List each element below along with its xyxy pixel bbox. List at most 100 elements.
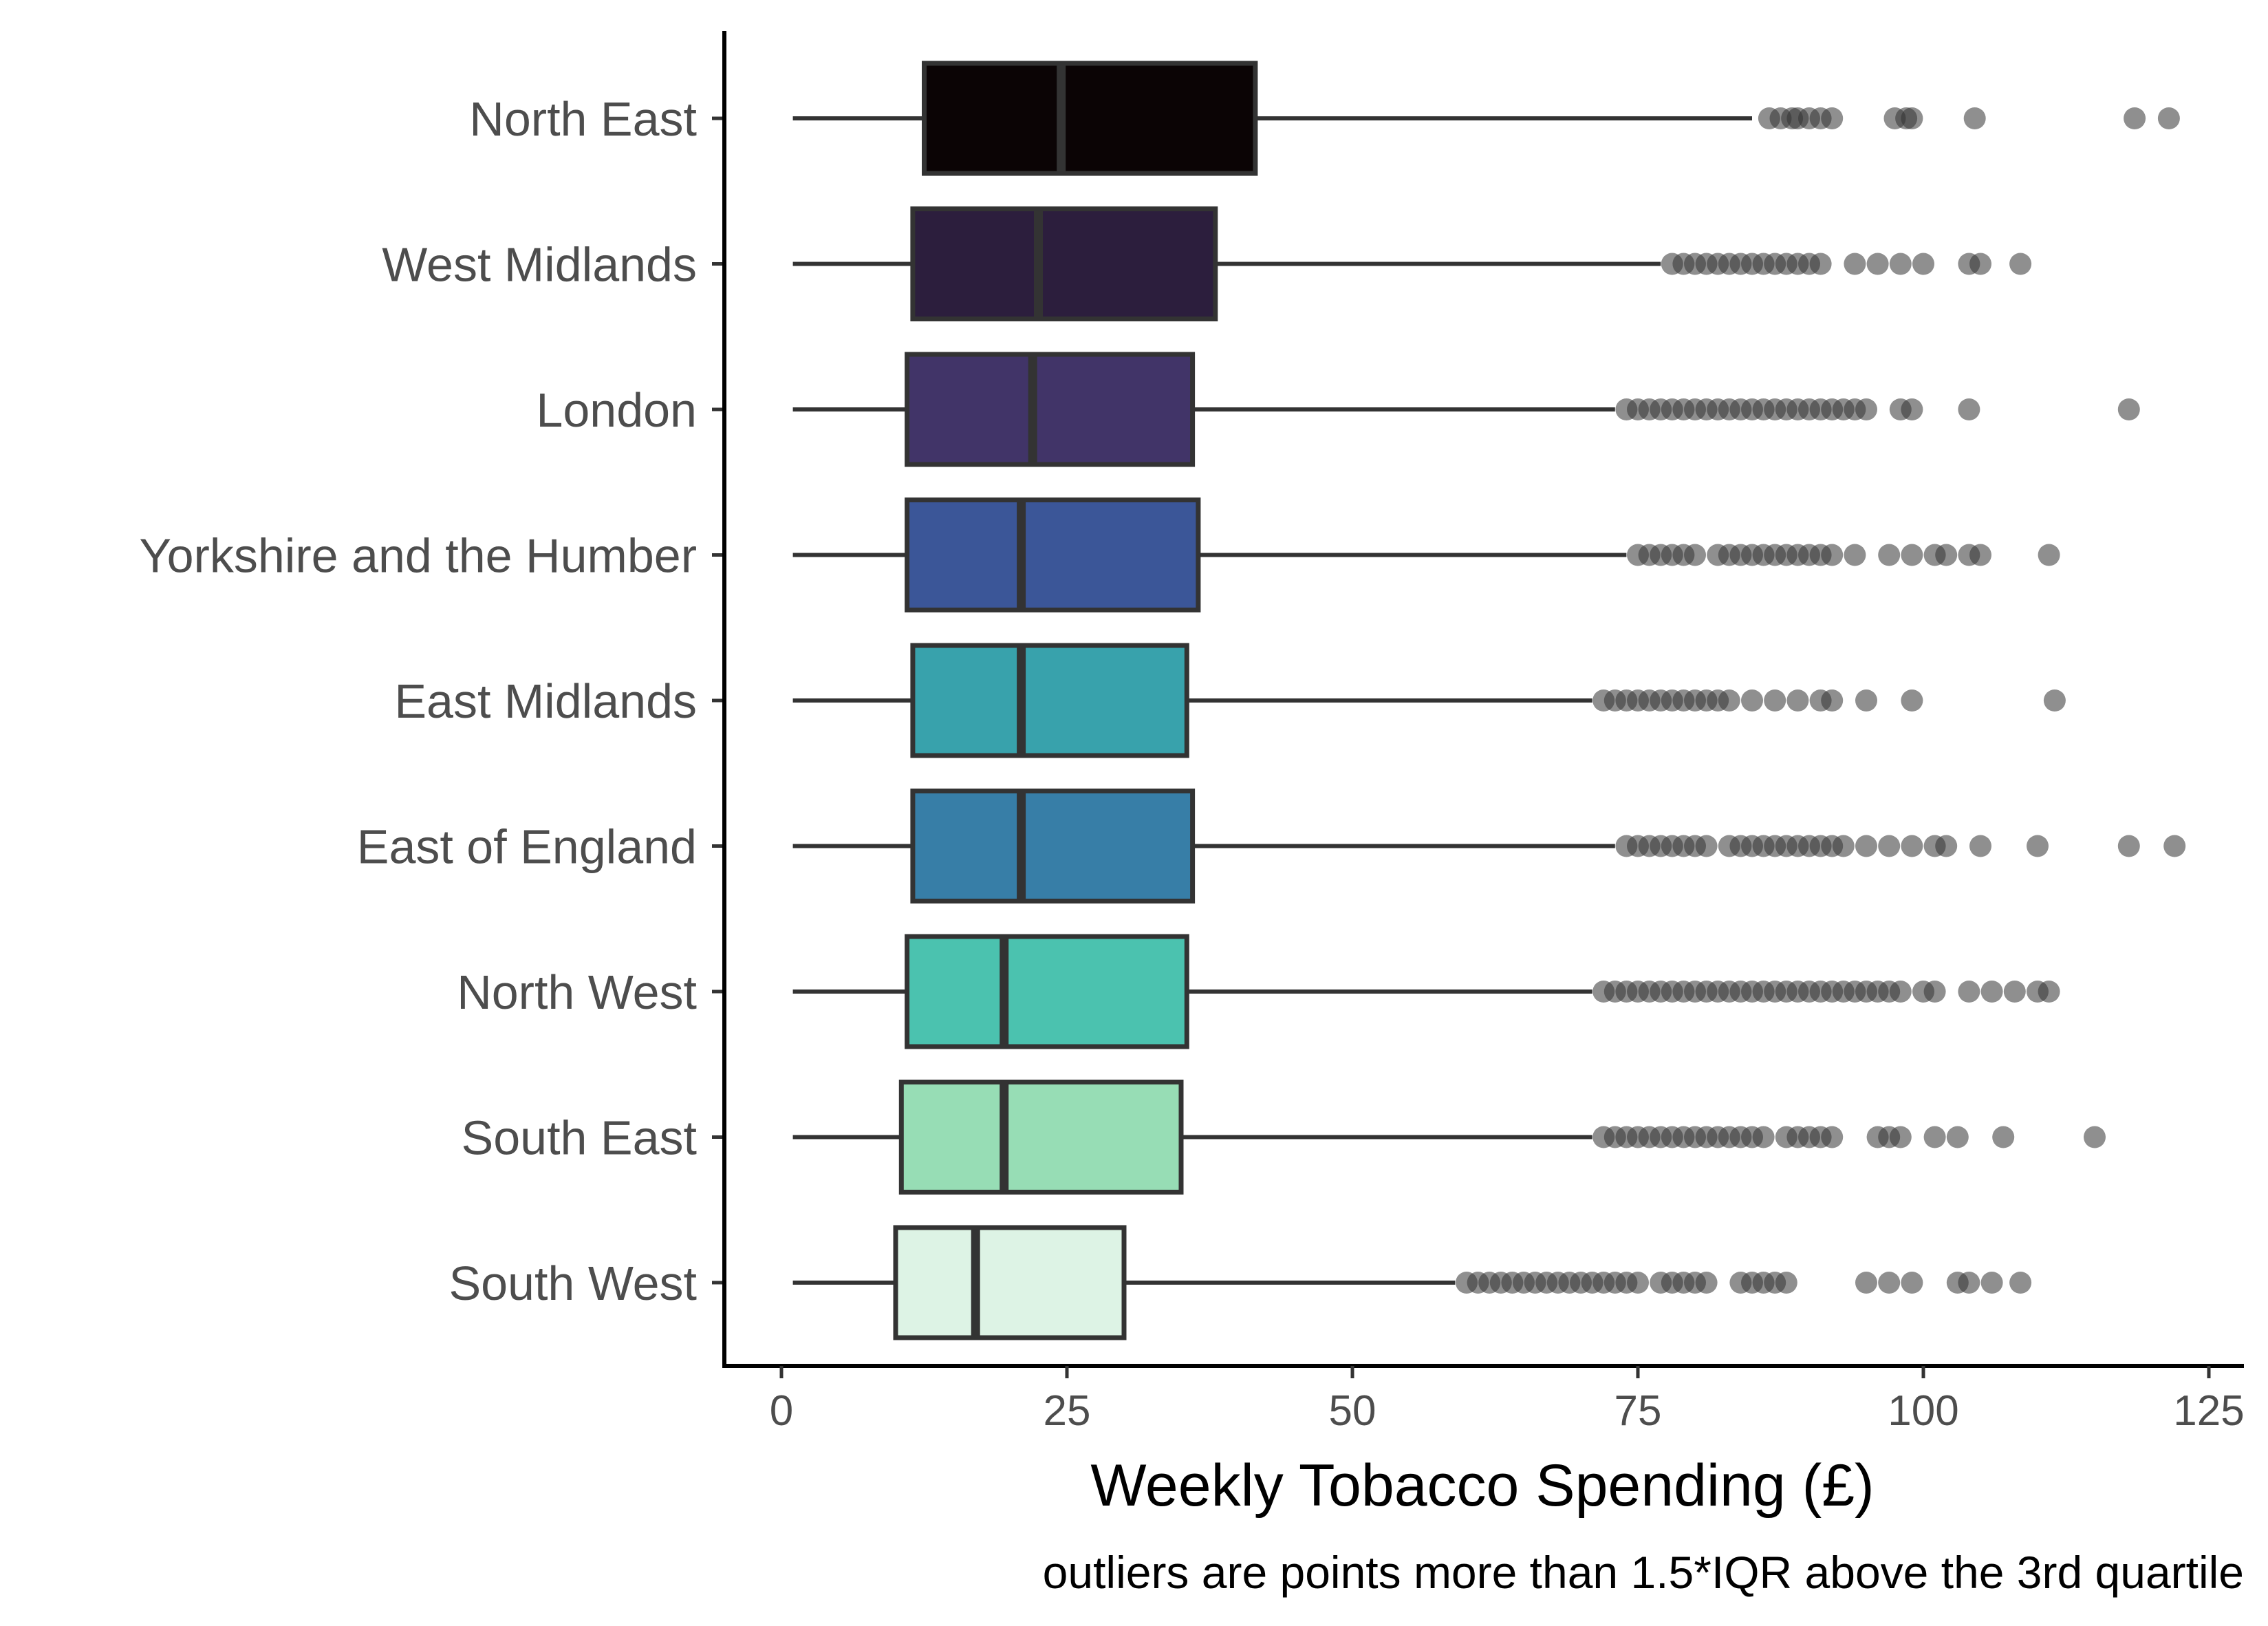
y-tick-label: West Midlands [382, 238, 697, 292]
y-tick-label: South East [462, 1111, 697, 1165]
outlier-point [1844, 544, 1866, 566]
iqr-box [893, 1225, 1127, 1340]
outlier-point [1866, 253, 1889, 275]
y-tick-label: North West [457, 965, 697, 1019]
y-tick-label: North East [469, 92, 697, 146]
outlier-point [1878, 1272, 1901, 1294]
box-east-of-england [792, 789, 1615, 903]
outlier-point [1889, 981, 1912, 1003]
outlier-point [1923, 1126, 1946, 1148]
outlier-point [1809, 253, 1832, 275]
outlier-point [1992, 1126, 2015, 1148]
iqr-box [910, 789, 1196, 903]
outlier-point [1764, 689, 1786, 712]
x-tick-label: 125 [2173, 1387, 2244, 1435]
box-north-west [792, 934, 1592, 1049]
outlier-point [1901, 1272, 1923, 1294]
box-north-east [792, 61, 1752, 176]
outlier-point [1832, 835, 1855, 857]
iqr-box [905, 934, 1189, 1049]
iqr-box [922, 61, 1258, 176]
outlier-point [2157, 107, 2180, 129]
y-tick-label: East Midlands [394, 674, 697, 728]
outlier-point [2117, 835, 2140, 857]
outlier-point [1695, 1272, 1718, 1294]
outlier-point [1889, 1126, 1912, 1148]
outlier-point [1901, 689, 1923, 712]
outlier-point [1855, 1272, 1877, 1294]
box-east-midlands [792, 643, 1592, 758]
x-tick-label: 50 [1329, 1387, 1376, 1435]
outlier-point [1821, 544, 1844, 566]
outlier-point [1935, 544, 1958, 566]
outlier-point [2124, 107, 2146, 129]
x-tick-label: 25 [1044, 1387, 1091, 1435]
outlier-point [1980, 1272, 2003, 1294]
outlier-point [2003, 981, 2026, 1003]
x-tick-label: 75 [1614, 1387, 1662, 1435]
outlier-point [1752, 1126, 1775, 1148]
outlier-point [1969, 544, 1991, 566]
outlier-point [1741, 689, 1763, 712]
iqr-box [905, 498, 1201, 612]
outlier-point [1923, 981, 1946, 1003]
box-south-west [792, 1225, 1456, 1340]
outlier-point [2009, 1272, 2032, 1294]
outlier-point [1855, 398, 1877, 420]
outlier-point [1912, 253, 1934, 275]
outlier-point [1901, 107, 1923, 129]
outlier-point [1958, 398, 1980, 420]
outlier-point [1775, 1272, 1797, 1294]
outlier-point [1684, 544, 1706, 566]
x-axis: 0 25 50 75 100 125 [722, 1364, 2245, 1435]
outlier-point [1695, 835, 1718, 857]
outlier-point [1946, 1126, 1969, 1148]
outlier-point [1963, 107, 1986, 129]
x-axis-title: Weekly Tobacco Spending (£) [1090, 1453, 1874, 1519]
iqr-box [898, 1080, 1184, 1195]
box-london [792, 352, 1615, 467]
outlier-point [2027, 835, 2049, 857]
outlier-point [1901, 544, 1923, 566]
outlier-point [2043, 689, 2066, 712]
outlier-point [2009, 253, 2032, 275]
outlier-point [2117, 398, 2140, 420]
outlier-point [1627, 1272, 1649, 1294]
outlier-point [1958, 981, 1980, 1003]
outlier-point [1889, 253, 1912, 275]
outlier-point [1901, 835, 1923, 857]
boxes-layer [792, 61, 1752, 1340]
outlier-point [1855, 835, 1877, 857]
box-west-midlands [792, 206, 1661, 321]
box-yorkshire-and-the-humber [792, 498, 1627, 612]
iqr-box [910, 643, 1189, 758]
outlier-point [2163, 835, 2186, 857]
outlier-point [1969, 835, 1991, 857]
outlier-point [1878, 835, 1901, 857]
outlier-point [2038, 981, 2060, 1003]
chart-caption: outliers are points more than 1.5*IQR ab… [1043, 1547, 2244, 1598]
outlier-point [1935, 835, 1958, 857]
outlier-point [1969, 253, 1991, 275]
x-tick-label: 0 [770, 1387, 793, 1435]
outlier-point [1878, 544, 1901, 566]
outlier-point [2038, 544, 2060, 566]
outliers-layer [1456, 107, 2186, 1294]
iqr-box [910, 206, 1218, 321]
outlier-point [1786, 689, 1809, 712]
y-tick-label: London [536, 383, 697, 437]
y-tick-label: Yorkshire and the Humber [139, 529, 697, 583]
box-south-east [792, 1080, 1592, 1195]
outlier-point [2084, 1126, 2106, 1148]
outlier-point [1855, 689, 1877, 712]
y-axis: North East West Midlands London Yorkshire a… [139, 31, 726, 1366]
outlier-point [1821, 107, 1844, 129]
outlier-point [1821, 1126, 1844, 1148]
x-tick-label: 100 [1888, 1387, 1958, 1435]
outlier-point [1901, 398, 1923, 420]
iqr-box [905, 352, 1196, 467]
outlier-point [1844, 253, 1866, 275]
outlier-point [1958, 1272, 1980, 1294]
outlier-point [1718, 689, 1740, 712]
